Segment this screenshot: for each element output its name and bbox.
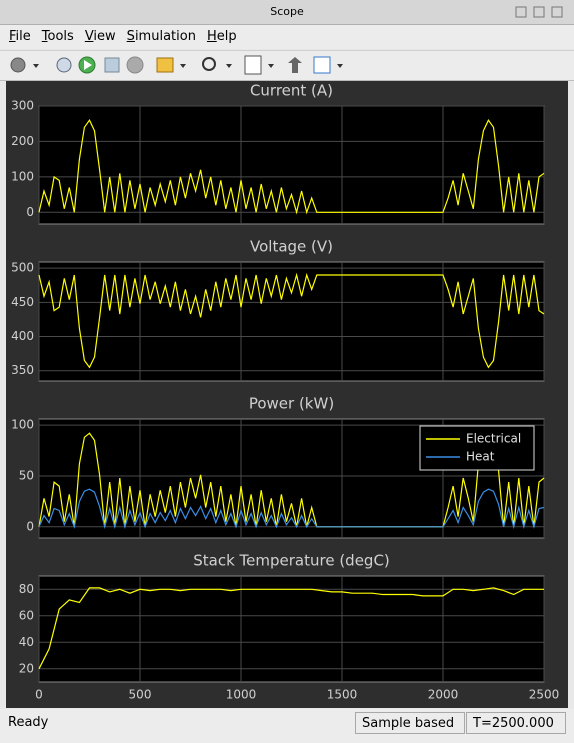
- step-back-button[interactable]: [56, 57, 72, 73]
- dropdown-arrow[interactable]: [337, 64, 343, 68]
- chart-title: Voltage (V): [250, 238, 333, 256]
- menu-item[interactable]: File: [9, 29, 31, 44]
- axes-background: [38, 261, 545, 382]
- window-controls: [515, 6, 563, 18]
- run-icon: [84, 60, 92, 70]
- dropdown-arrow[interactable]: [226, 64, 232, 68]
- y-tick-label: 20: [19, 661, 34, 675]
- y-tick-label: 200: [11, 134, 34, 148]
- menu-item[interactable]: Help: [206, 29, 237, 44]
- autoscale-button[interactable]: [244, 55, 262, 75]
- data-line: [38, 587, 544, 670]
- restore-button[interactable]: [288, 57, 302, 73]
- chart-title: Power (kW): [249, 395, 334, 413]
- status-mode: Sample based: [355, 712, 465, 734]
- style-button[interactable]: [313, 56, 331, 74]
- y-tick-label: 100: [11, 418, 34, 432]
- x-tick-label: 2000: [428, 688, 459, 702]
- stop-button[interactable]: [126, 56, 144, 74]
- legend-label: Electrical: [466, 432, 521, 446]
- menu-bar: File Tools View Simulation Help: [0, 25, 574, 49]
- y-tick-label: 0: [26, 519, 34, 533]
- minimize-button[interactable]: [515, 6, 527, 18]
- y-tick-label: 100: [11, 169, 34, 183]
- data-line: [38, 488, 545, 530]
- chart-title: Current (A): [250, 82, 333, 100]
- y-tick-label: 50: [19, 468, 34, 482]
- legend-box: [419, 425, 535, 471]
- status-message: Ready: [8, 715, 49, 730]
- settings-button[interactable]: [10, 57, 26, 73]
- maximize-button[interactable]: [533, 6, 545, 18]
- close-button[interactable]: [551, 6, 563, 18]
- menu-item[interactable]: View: [84, 29, 116, 44]
- data-line: [38, 272, 545, 369]
- y-tick-label: 350: [11, 363, 34, 377]
- x-tick-label: 2500: [529, 688, 560, 702]
- y-tick-label: 0: [26, 205, 34, 219]
- y-tick-label: 300: [11, 99, 34, 113]
- menu-item[interactable]: Simulation: [126, 29, 196, 44]
- axes-background: [38, 105, 545, 225]
- menu-item[interactable]: Tools: [41, 29, 74, 44]
- toolbar: [0, 50, 574, 81]
- status-bar: Ready Sample based T=2500.000: [0, 709, 574, 743]
- y-tick-label: 400: [11, 329, 34, 343]
- highlight-button[interactable]: [156, 57, 174, 73]
- toolbar-icons: [10, 55, 343, 75]
- dropdown-arrow[interactable]: [33, 64, 39, 68]
- dropdown-arrow[interactable]: [180, 64, 186, 68]
- window-title: Scope: [270, 5, 304, 18]
- axes-background: [38, 575, 545, 683]
- title-bar: Scope: [0, 0, 574, 25]
- dropdown-arrow[interactable]: [268, 64, 274, 68]
- zoom-button[interactable]: [202, 57, 216, 71]
- x-tick-label: 1000: [226, 688, 257, 702]
- y-tick-label: 40: [19, 635, 34, 649]
- y-tick-label: 500: [11, 261, 34, 275]
- data-line: [38, 119, 545, 215]
- chart-title: Stack Temperature (degC): [193, 552, 390, 570]
- x-tick-label: 0: [35, 688, 43, 702]
- status-time: T=2500.000: [466, 712, 566, 734]
- x-tick-label: 1500: [327, 688, 358, 702]
- data-line: [38, 432, 545, 528]
- step-forward-button[interactable]: [104, 57, 120, 73]
- x-tick-label: 500: [129, 688, 152, 702]
- legend-label: Heat: [466, 450, 495, 464]
- y-tick-label: 60: [19, 608, 34, 622]
- y-tick-label: 80: [19, 582, 34, 596]
- y-tick-label: 450: [11, 295, 34, 309]
